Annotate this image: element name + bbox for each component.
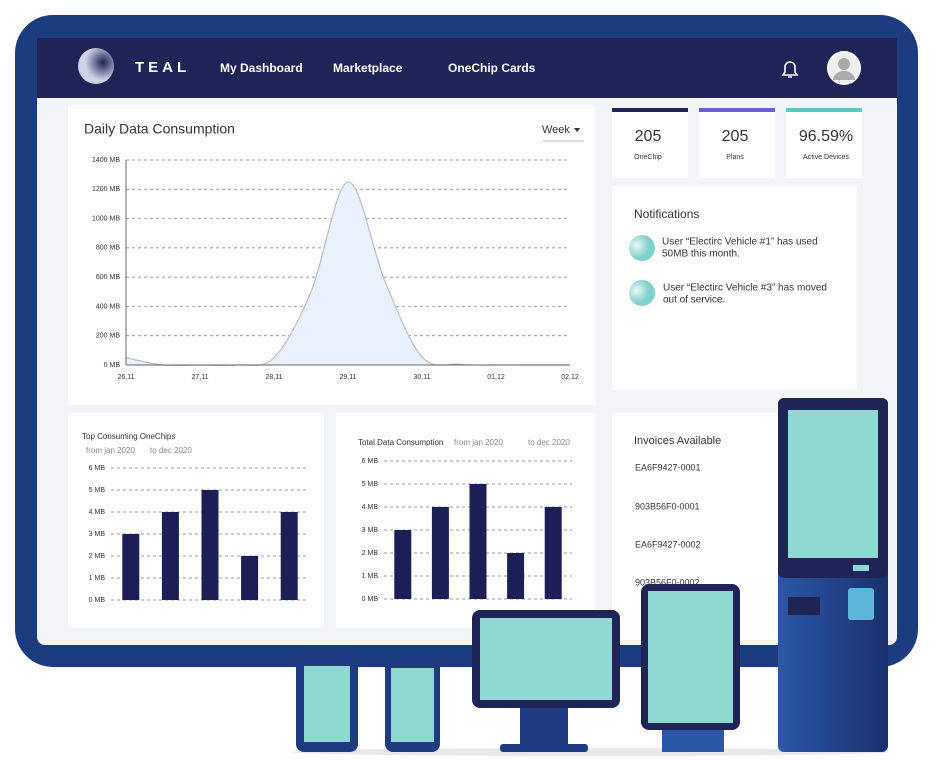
filter[interactable]: from jan 2020 xyxy=(86,446,135,455)
notification-text: 50MB this month. xyxy=(662,249,740,260)
y-tick-label: 3 MB xyxy=(89,531,106,538)
x-tick-label: 28,11 xyxy=(266,374,283,381)
bar xyxy=(241,556,259,600)
shadow xyxy=(290,748,890,756)
notification-icon xyxy=(629,280,655,306)
charts: 0 MB 200 MB 400 MB 600 MB 800 MB 1000 MB 1200 … xyxy=(89,157,579,604)
kiosk-panel xyxy=(848,588,874,620)
y-tick-label: 4 MB xyxy=(362,504,379,511)
stat-card xyxy=(786,108,862,178)
monitor-screen xyxy=(480,618,612,700)
y-tick-label: 0 MB xyxy=(104,362,121,369)
y-tick-label: 5 MB xyxy=(362,481,379,488)
phone-screen xyxy=(391,668,434,742)
x-tick-label: 26,11 xyxy=(118,374,135,381)
filter[interactable]: to dec 2020 xyxy=(150,446,192,455)
phone-screen xyxy=(304,666,350,742)
kiosk-slot xyxy=(853,565,869,571)
kiosk-card-reader xyxy=(788,597,820,615)
stand-base xyxy=(500,744,588,752)
filter[interactable]: from jan 2020 xyxy=(454,438,503,447)
stat-label: Plans xyxy=(726,154,744,161)
y-tick-label: 6 MB xyxy=(89,465,106,472)
avatar-body xyxy=(833,71,855,80)
y-tick-label: 0 MB xyxy=(362,596,379,603)
bar xyxy=(280,512,298,600)
stat-value: 205 xyxy=(635,128,662,145)
invoice[interactable]: 903B56F0-0002 xyxy=(635,577,700,587)
y-tick-label: 5 MB xyxy=(89,487,106,494)
chart-title: Total Data Consumption xyxy=(358,438,443,447)
bell-icon[interactable] xyxy=(781,61,799,78)
notification-text: User “Electirc Vehicle #1” has used xyxy=(662,237,818,248)
bar xyxy=(201,490,219,600)
nav-bar xyxy=(37,38,897,98)
notification-text: User “Electirc Vehicle #3” has moved xyxy=(663,283,827,294)
stat-label: OneChip xyxy=(634,154,662,161)
nav-link[interactable]: OneChip Cards xyxy=(448,61,536,75)
y-tick-label: 3 MB xyxy=(362,527,379,534)
area xyxy=(126,181,570,366)
y-tick-label: 1 MB xyxy=(89,575,106,582)
nav-link[interactable]: Marketplace xyxy=(333,61,403,75)
stat-card xyxy=(612,108,688,178)
invoice[interactable]: EA6F9427-0002 xyxy=(635,539,701,549)
x-tick-label: 27,11 xyxy=(192,374,209,381)
bar xyxy=(161,512,179,600)
bar xyxy=(431,507,449,599)
bar xyxy=(544,507,562,599)
notification-text: out of service. xyxy=(663,295,725,306)
tablet-screen xyxy=(648,591,733,723)
chart-title: Daily Data Consumption xyxy=(84,121,235,137)
brand: TEAL xyxy=(135,59,190,76)
y-tick-label: 200 MB xyxy=(96,333,120,340)
avatar-head xyxy=(838,58,850,70)
card-title: Notifications xyxy=(634,207,699,221)
y-tick-label: 4 MB xyxy=(89,509,106,516)
y-tick-label: 1 MB xyxy=(362,573,379,580)
x-tick-label: 02,12 xyxy=(561,374,579,381)
x-tick-label: 29,11 xyxy=(340,374,357,381)
bar xyxy=(507,553,525,599)
caret xyxy=(574,128,580,132)
invoice[interactable]: 903B56F0-0001 xyxy=(635,501,700,511)
y-tick-label: 1200 MB xyxy=(92,186,120,193)
y-tick-label: 800 MB xyxy=(96,245,120,252)
stat-label: Active Devices xyxy=(803,154,849,161)
stat-accent xyxy=(699,108,775,112)
filter[interactable]: to dec 2020 xyxy=(528,438,570,447)
bar xyxy=(122,534,140,600)
y-tick-label: 1400 MB xyxy=(92,157,120,164)
y-tick-label: 0 MB xyxy=(89,597,106,604)
bar xyxy=(469,484,487,599)
card-title: Invoices Available xyxy=(634,435,721,447)
stat-accent xyxy=(612,108,688,112)
devices xyxy=(290,398,890,756)
logo xyxy=(78,48,114,84)
stand xyxy=(520,705,568,747)
stat-card xyxy=(699,108,775,178)
x-tick-label: 01,12 xyxy=(487,374,505,381)
y-tick-label: 2 MB xyxy=(89,553,106,560)
notification-icon xyxy=(629,235,655,261)
nav-link[interactable]: My Dashboard xyxy=(220,61,303,75)
y-tick-label: 2 MB xyxy=(362,550,379,557)
y-tick-label: 400 MB xyxy=(96,303,120,310)
x-tick-label: 30,11 xyxy=(414,374,431,381)
invoice[interactable]: EA6F9427-0001 xyxy=(635,462,701,472)
kiosk-screen xyxy=(788,410,878,558)
y-tick-label: 600 MB xyxy=(96,274,120,281)
stat-accent xyxy=(786,108,862,112)
y-tick-label: 6 MB xyxy=(362,458,379,465)
chart-title: Top Consuming OneChips xyxy=(82,432,175,441)
stat-value: 205 xyxy=(722,128,749,145)
selector[interactable]: Week xyxy=(542,124,570,136)
bar xyxy=(394,530,412,599)
y-tick-label: 1000 MB xyxy=(92,215,120,222)
stat-value: 96.59% xyxy=(799,128,853,145)
